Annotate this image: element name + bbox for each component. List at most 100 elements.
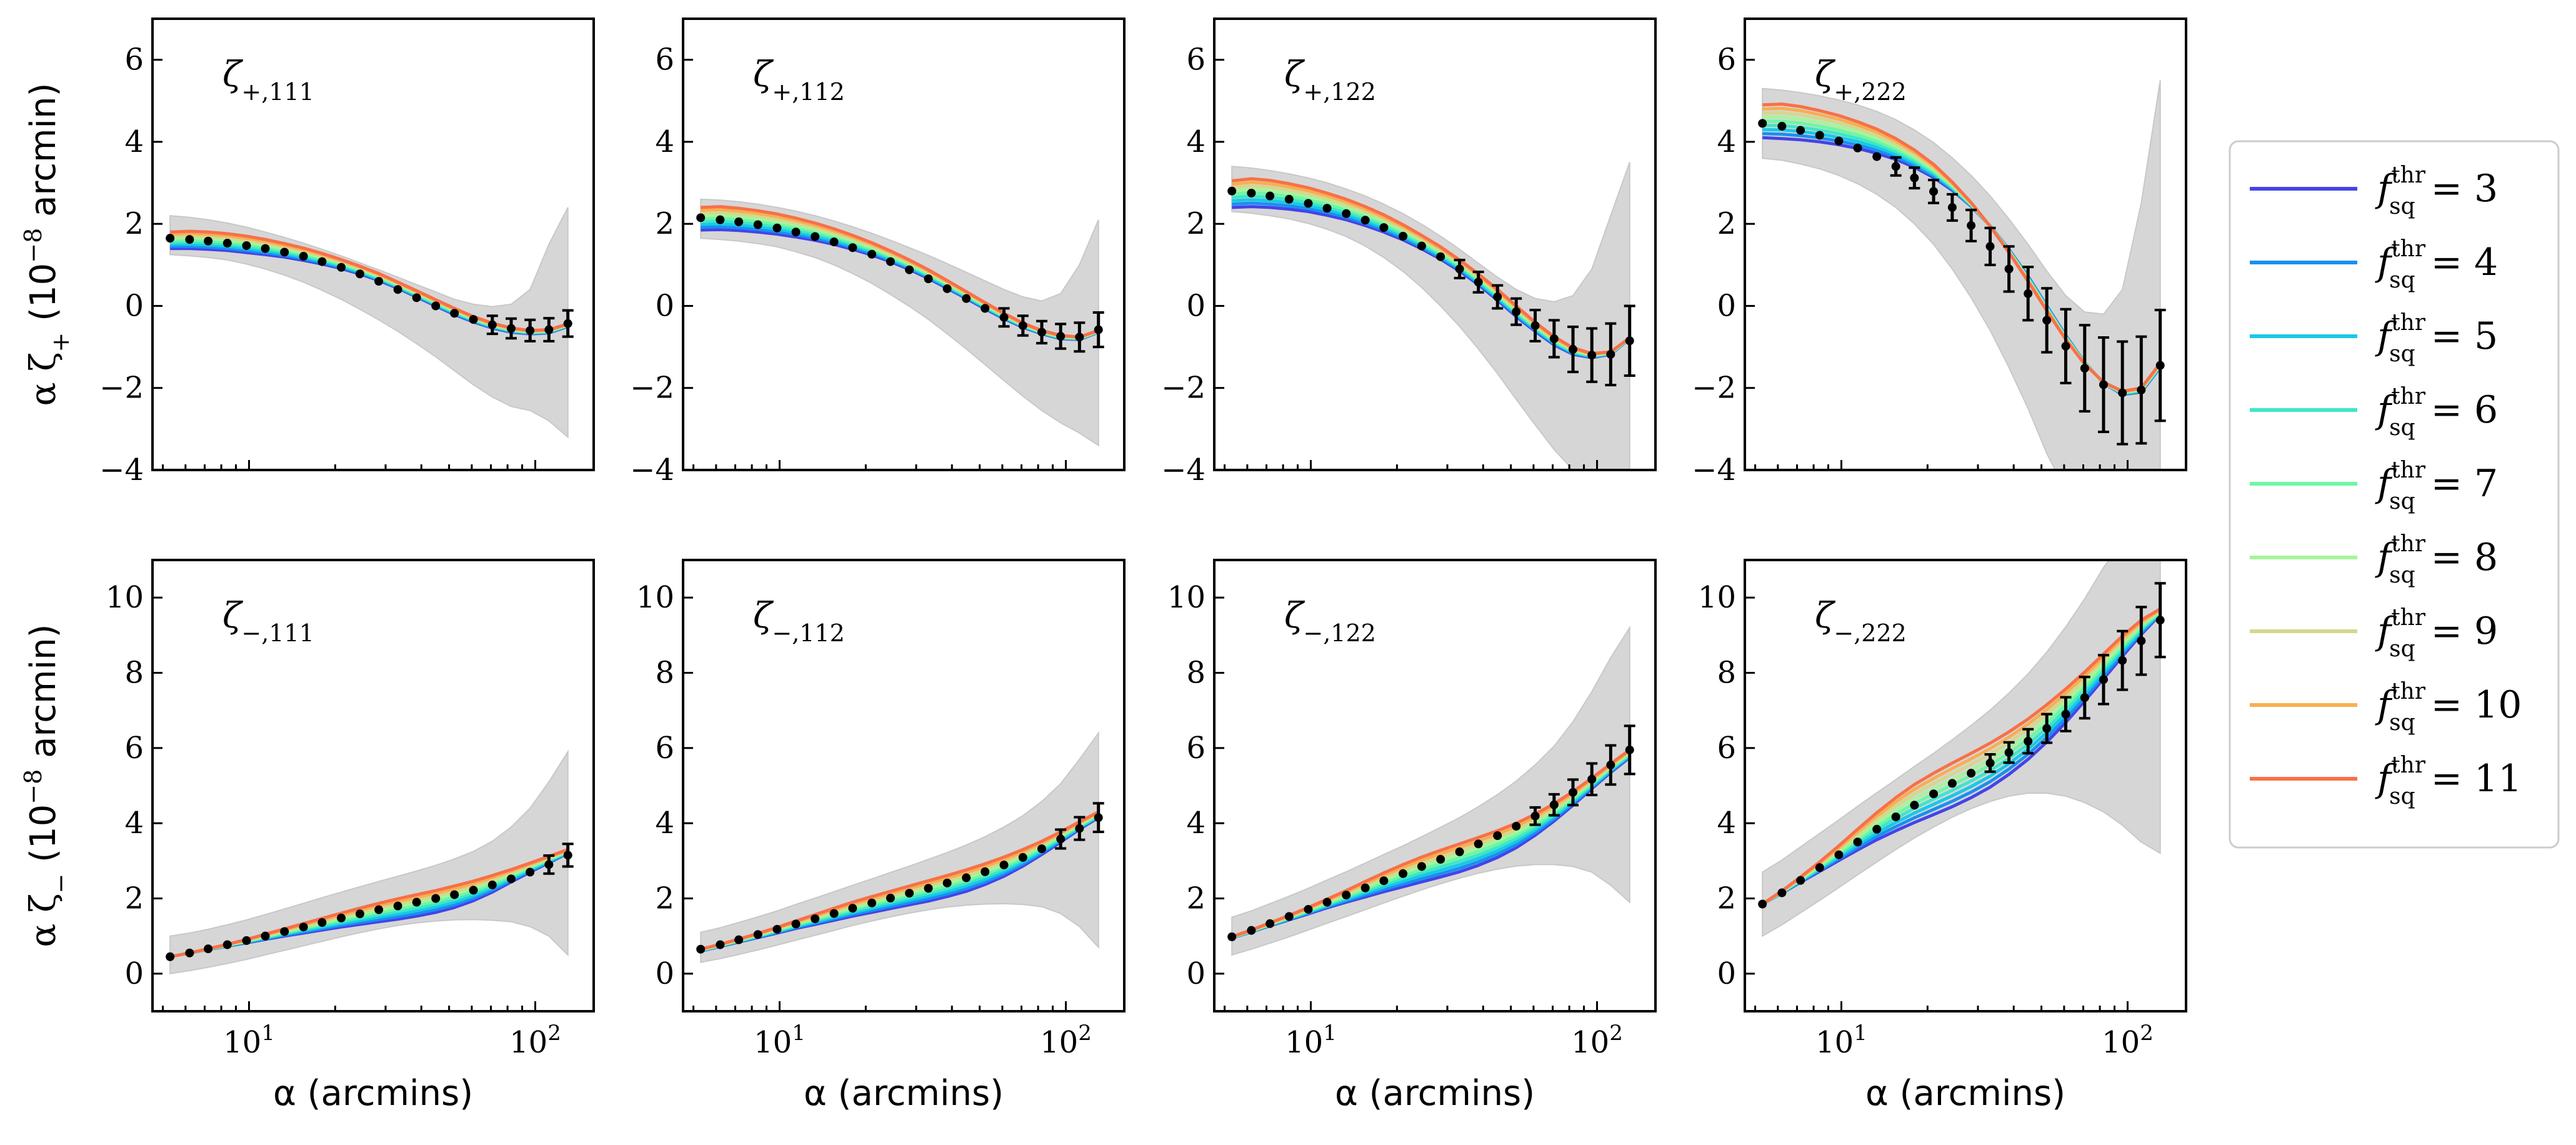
panel-label-base: ζ bbox=[1284, 596, 1305, 636]
data-point bbox=[848, 243, 857, 252]
data-point bbox=[204, 944, 213, 954]
y-tick-label: 0 bbox=[124, 956, 144, 991]
data-point bbox=[1399, 231, 1408, 241]
data-point bbox=[1815, 131, 1824, 140]
data-point bbox=[1322, 204, 1332, 213]
data-point bbox=[981, 304, 990, 313]
data-point bbox=[2042, 724, 2052, 733]
data-point bbox=[1777, 121, 1787, 131]
y-tick-label: 2 bbox=[655, 206, 674, 241]
data-point bbox=[337, 262, 346, 272]
legend-entry-label: fthr sq = 6 bbox=[2375, 384, 2498, 441]
panel-frame bbox=[1213, 18, 1657, 471]
data-point bbox=[886, 893, 895, 902]
data-point bbox=[1266, 191, 1275, 201]
y-tick-label: 6 bbox=[1186, 42, 1206, 78]
panel-label-sub: +,122 bbox=[1303, 78, 1375, 106]
data-point bbox=[791, 228, 801, 237]
data-point bbox=[1891, 162, 1900, 171]
data-point bbox=[222, 239, 232, 248]
data-point bbox=[280, 927, 289, 936]
data-point bbox=[1075, 332, 1084, 342]
y-tick-label: 8 bbox=[1717, 656, 1736, 691]
data-point bbox=[734, 217, 744, 226]
data-point bbox=[772, 223, 782, 232]
data-point bbox=[999, 312, 1009, 322]
x-tick-label-exp: 1 bbox=[1323, 1021, 1337, 1046]
y-axis-label-suffix: arcmin) bbox=[23, 624, 64, 769]
legend-entry-sub: sq bbox=[2389, 489, 2415, 514]
y-tick-label: −2 bbox=[1161, 371, 1206, 406]
data-point bbox=[1587, 774, 1597, 784]
data-point bbox=[242, 241, 251, 250]
legend-entry-sub: sq bbox=[2389, 341, 2415, 367]
y-tick-label: 6 bbox=[1186, 731, 1206, 766]
model-curve-11 bbox=[701, 205, 1099, 339]
data-point bbox=[905, 889, 914, 898]
data-point bbox=[696, 213, 706, 222]
data-point bbox=[1360, 883, 1370, 892]
data-point bbox=[1247, 188, 1256, 198]
legend-entry-eq: = 5 bbox=[2419, 314, 2499, 358]
x-axis-label: α (arcmins) bbox=[1335, 1073, 1535, 1114]
x-tick-label: 101 bbox=[1285, 1021, 1337, 1060]
y-tick-label: 0 bbox=[1717, 288, 1736, 323]
y-tick-label: −2 bbox=[630, 371, 674, 406]
data-point bbox=[1417, 241, 1426, 251]
error-band bbox=[169, 749, 569, 974]
data-point bbox=[772, 924, 782, 934]
legend-entry-sub: sq bbox=[2389, 710, 2415, 736]
data-point bbox=[2080, 364, 2089, 373]
data-point bbox=[1056, 332, 1066, 341]
data-point bbox=[1549, 334, 1559, 343]
data-point bbox=[1929, 187, 1939, 196]
y-tick-label: 2 bbox=[655, 881, 674, 916]
panel-plot-area bbox=[696, 198, 1104, 447]
data-point bbox=[2061, 341, 2070, 351]
data-point bbox=[1056, 834, 1066, 844]
y-axis-label-sub: + bbox=[47, 332, 74, 352]
data-point bbox=[1947, 202, 1957, 212]
data-point bbox=[1985, 758, 1995, 768]
data-point bbox=[1834, 136, 1844, 146]
y-tick-label: 4 bbox=[1186, 124, 1206, 159]
y-tick-label: 10 bbox=[1167, 580, 1206, 615]
data-point bbox=[2004, 264, 2014, 274]
data-point bbox=[1891, 812, 1900, 821]
x-tick-label: 102 bbox=[509, 1021, 561, 1060]
model-curve-11 bbox=[169, 848, 569, 959]
data-point bbox=[1796, 876, 1805, 885]
data-point bbox=[1266, 919, 1275, 928]
data-point bbox=[1777, 888, 1787, 898]
panel-label-base: ζ bbox=[1284, 54, 1305, 95]
data-point bbox=[166, 234, 175, 243]
panel-plot-area bbox=[166, 207, 574, 439]
data-point bbox=[2024, 289, 2033, 298]
data-point bbox=[1436, 252, 1445, 261]
x-tick-label: 102 bbox=[1571, 1021, 1623, 1060]
data-point bbox=[924, 884, 933, 893]
y-tick-label: 2 bbox=[124, 206, 144, 241]
panel-frame bbox=[1213, 559, 1657, 1012]
y-tick-label: 0 bbox=[1717, 956, 1736, 991]
data-point bbox=[1625, 336, 1634, 346]
data-point bbox=[1094, 325, 1103, 334]
data-point bbox=[1853, 143, 1862, 152]
legend-entry-label: fthr sq = 3 bbox=[2375, 162, 2498, 219]
data-point bbox=[412, 898, 421, 907]
x-tick-label: 102 bbox=[2102, 1021, 2154, 1060]
data-point bbox=[431, 301, 441, 311]
data-point bbox=[1967, 769, 1976, 778]
legend-entry-sub: sq bbox=[2389, 562, 2415, 588]
data-point bbox=[942, 284, 952, 293]
data-point bbox=[1304, 199, 1313, 208]
data-point bbox=[1606, 760, 1615, 769]
panel-label-base: ζ bbox=[1815, 596, 1836, 636]
panel-label-sub: −,111 bbox=[241, 619, 314, 647]
data-point bbox=[829, 909, 839, 918]
data-point bbox=[1568, 345, 1577, 354]
legend-box bbox=[2229, 140, 2560, 849]
data-point bbox=[1342, 209, 1351, 218]
data-point bbox=[2061, 709, 2070, 719]
